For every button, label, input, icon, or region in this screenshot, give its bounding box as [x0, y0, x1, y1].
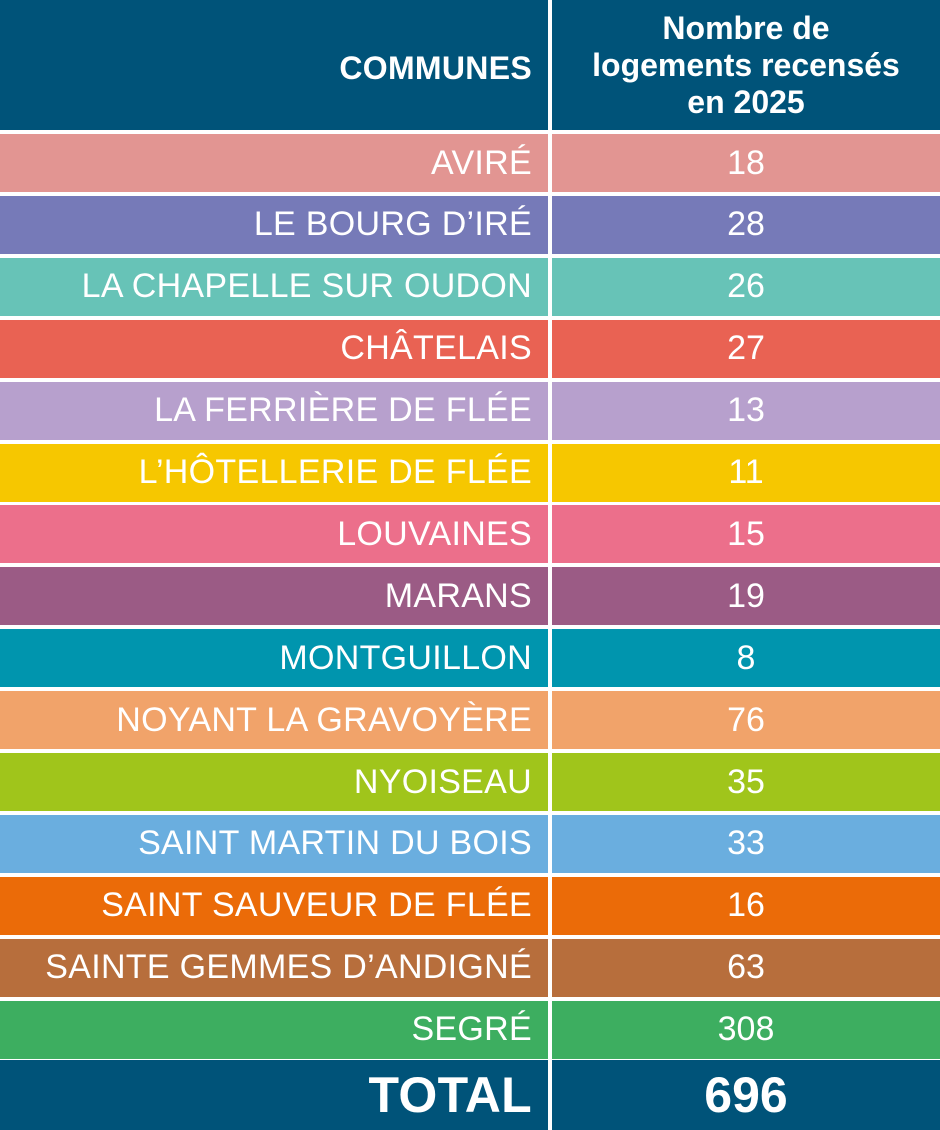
table-row: LE BOURG D’IRÉ 28	[0, 195, 940, 254]
commune-name: NYOISEAU	[0, 753, 548, 811]
logements-value: 28	[552, 195, 940, 254]
logements-value: 308	[552, 1000, 940, 1059]
commune-name: SAINT SAUVEUR DE FLÉE	[0, 876, 548, 935]
commune-name: MONTGUILLON	[0, 629, 548, 688]
table-row: L’HÔTELLERIE DE FLÉE 11	[0, 443, 940, 502]
commune-name: CHÂTELAIS	[0, 319, 548, 378]
commune-name: SEGRÉ	[0, 1000, 548, 1059]
logements-value: 11	[552, 443, 940, 502]
commune-name: MARANS	[0, 567, 548, 626]
logements-value: 19	[552, 567, 940, 626]
table-row: MONTGUILLON 8	[0, 629, 940, 688]
commune-name: LA CHAPELLE SUR OUDON	[0, 257, 548, 316]
commune-name: L’HÔTELLERIE DE FLÉE	[0, 443, 548, 502]
commune-name: AVIRÉ	[0, 134, 548, 192]
logements-value: 8	[552, 629, 940, 688]
commune-name: LE BOURG D’IRÉ	[0, 195, 548, 254]
table-row: MARANS 19	[0, 567, 940, 626]
commune-name: SAINTE GEMMES D’ANDIGNÉ	[0, 938, 548, 997]
table-header: COMMUNES Nombre de logements recensés en…	[0, 0, 940, 130]
table-row: CHÂTELAIS 27	[0, 319, 940, 378]
commune-name: LA FERRIÈRE DE FLÉE	[0, 381, 548, 440]
logements-value: 27	[552, 319, 940, 378]
total-value: 696	[552, 1060, 940, 1130]
logements-value: 35	[552, 753, 940, 811]
table-row: LOUVAINES 15	[0, 505, 940, 564]
table-row: LA FERRIÈRE DE FLÉE 13	[0, 381, 940, 440]
logements-value: 33	[552, 814, 940, 873]
logements-value: 63	[552, 938, 940, 997]
header-logements: Nombre de logements recensés en 2025	[552, 0, 940, 130]
table-row: NOYANT LA GRAVOYÈRE 76	[0, 691, 940, 750]
table-row: NYOISEAU 35	[0, 753, 940, 811]
table-row: LA CHAPELLE SUR OUDON 26	[0, 257, 940, 316]
table-row: SAINTE GEMMES D’ANDIGNÉ 63	[0, 938, 940, 997]
total-label: TOTAL	[0, 1060, 548, 1130]
commune-name: SAINT MARTIN DU BOIS	[0, 814, 548, 873]
table-row: SAINT SAUVEUR DE FLÉE 16	[0, 876, 940, 935]
logements-value: 13	[552, 381, 940, 440]
table-row: SAINT MARTIN DU BOIS 33	[0, 814, 940, 873]
table-row: AVIRÉ 18	[0, 134, 940, 192]
commune-name: LOUVAINES	[0, 505, 548, 564]
table-row: SEGRÉ 308	[0, 1000, 940, 1059]
total-row: TOTAL 696	[0, 1060, 940, 1130]
logements-value: 26	[552, 257, 940, 316]
commune-name: NOYANT LA GRAVOYÈRE	[0, 691, 548, 750]
logements-value: 18	[552, 134, 940, 192]
logements-value: 76	[552, 691, 940, 750]
logements-value: 16	[552, 876, 940, 935]
header-communes: COMMUNES	[0, 0, 548, 130]
logements-value: 15	[552, 505, 940, 564]
